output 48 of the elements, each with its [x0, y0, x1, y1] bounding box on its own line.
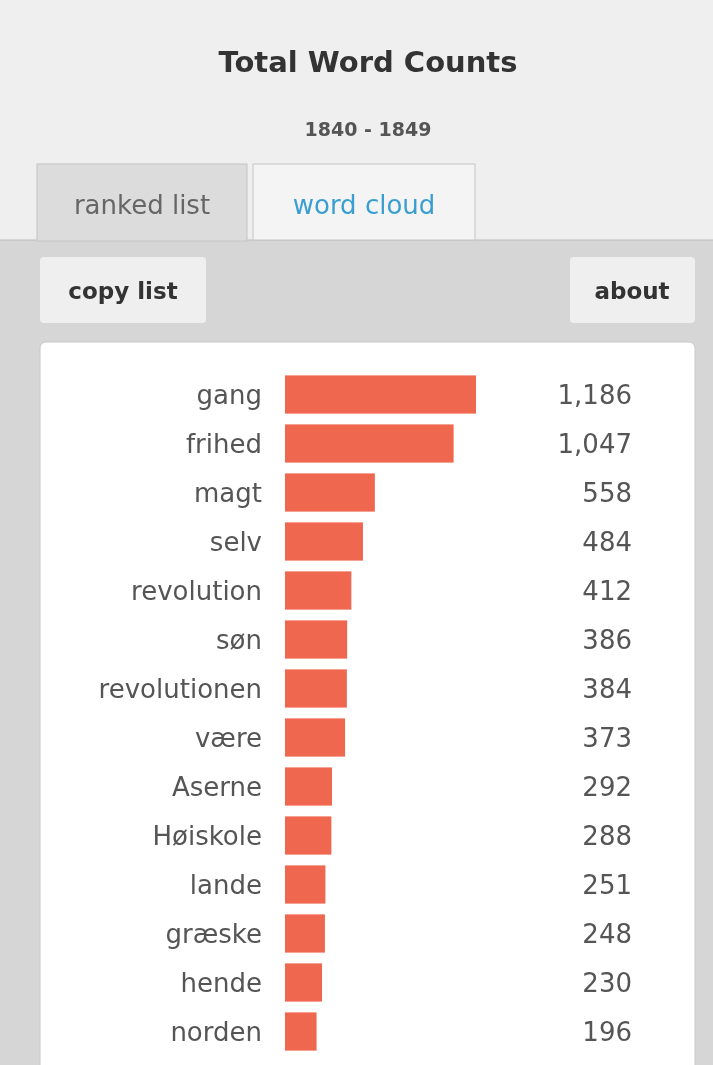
data-label: 292 [582, 771, 632, 802]
y-tick-label: Aserne [171, 771, 262, 802]
y-tick-label: frihed [185, 428, 262, 459]
y-tick-label: være [194, 722, 262, 753]
data-label: 384 [582, 673, 632, 704]
data-label: 484 [582, 526, 632, 557]
data-label: 196 [582, 1016, 632, 1047]
data-label: 412 [582, 575, 632, 606]
bar [285, 620, 348, 659]
bar [285, 1012, 317, 1051]
data-label: 230 [582, 967, 632, 998]
text: word cloud [292, 190, 436, 220]
data-label: 373 [582, 722, 632, 753]
bar [285, 914, 325, 953]
bar [285, 816, 332, 855]
data-label: 386 [582, 624, 632, 655]
y-tick-label: magt [194, 477, 262, 508]
bar [285, 767, 333, 806]
bar [285, 571, 352, 610]
y-tick-label: revolution [131, 575, 262, 606]
y-tick-label: søn [216, 624, 262, 655]
data-label: 248 [582, 918, 632, 949]
chart-title: Total Word Counts [218, 45, 518, 79]
bar [285, 669, 347, 708]
data-label: 251 [582, 869, 632, 900]
chart-subtitle: 1840 - 1849 [304, 118, 432, 140]
text: copy list [68, 278, 178, 304]
text: ranked list [73, 190, 211, 220]
text: about [594, 278, 670, 304]
y-tick-label: Høiskole [152, 820, 262, 851]
y-tick-label: hende [180, 967, 262, 998]
bar [285, 522, 363, 561]
bar [285, 424, 454, 463]
bar [285, 865, 326, 904]
y-tick-label: græske [165, 918, 262, 949]
y-tick-label: lande [189, 869, 262, 900]
y-tick-label: gang [196, 379, 262, 410]
data-label: 1,047 [557, 428, 632, 459]
bar [285, 375, 476, 414]
bar [285, 718, 346, 757]
data-label: 1,186 [557, 379, 632, 410]
data-label: 288 [582, 820, 632, 851]
data-label: 558 [582, 477, 632, 508]
y-tick-label: selv [209, 526, 262, 557]
bar [285, 963, 323, 1002]
y-tick-label: revolutionen [98, 673, 262, 704]
y-tick-label: norden [170, 1016, 262, 1047]
bar [285, 473, 375, 512]
